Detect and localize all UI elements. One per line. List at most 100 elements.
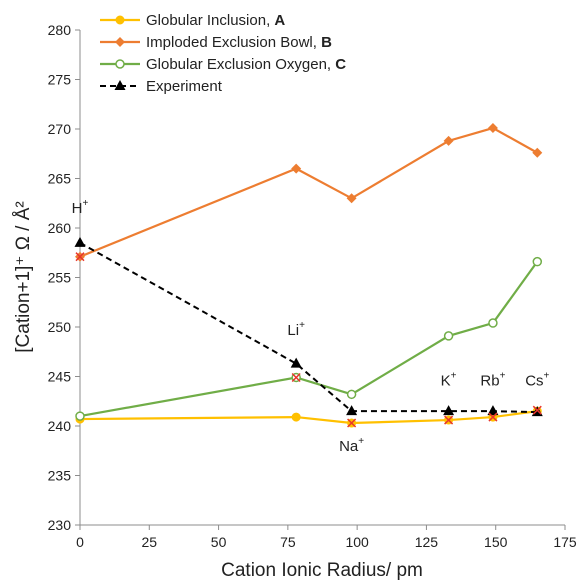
- data-point: [487, 405, 499, 416]
- cross-stroke: [532, 405, 542, 415]
- legend: Globular Inclusion, A Imploded Exclusion …: [100, 12, 346, 95]
- cross-stroke: [291, 372, 301, 383]
- legend-name: Globular Inclusion,: [146, 12, 274, 29]
- x-tick-label: 125: [415, 534, 439, 550]
- ion-symbol: Rb: [480, 372, 499, 389]
- y-tick-label: 265: [48, 171, 72, 187]
- annotation-layer: H+Li+Na+K+ Rb+ Cs+: [72, 198, 550, 455]
- ion-charge: +: [451, 370, 457, 381]
- ion-charge: +: [83, 198, 89, 209]
- ion-label: Rb+: [480, 370, 505, 389]
- x-tick-label: 0: [76, 534, 84, 550]
- data-point: [488, 318, 498, 328]
- legend-label: Globular Exclusion Oxygen, C: [146, 56, 346, 73]
- data-point: [487, 123, 498, 134]
- y-axis-title: [Cation+1]⁺ Ω / Å²: [13, 201, 34, 353]
- series-1: [75, 406, 542, 428]
- ion-charge: +: [500, 370, 506, 381]
- data-point: [346, 389, 357, 400]
- x-tick-label: 75: [280, 534, 296, 550]
- series-3: [75, 256, 543, 421]
- data-point: [290, 357, 302, 368]
- legend-marker: [115, 37, 125, 47]
- data-point: [291, 412, 301, 422]
- cross-markers: [75, 252, 542, 428]
- cross-marker: [291, 372, 301, 383]
- data-point: [75, 411, 85, 421]
- data-point: [443, 331, 454, 341]
- legend-label: Imploded Exclusion Bowl, B: [146, 34, 332, 51]
- legend-marker: [114, 80, 126, 90]
- series-4: [74, 236, 543, 417]
- ion-symbol: K: [441, 372, 451, 389]
- y-tick-label: 245: [48, 369, 72, 385]
- cross-marker: [347, 418, 357, 428]
- data-point: [346, 193, 357, 204]
- x-tick-label: 25: [141, 534, 157, 550]
- series-2: [75, 123, 543, 262]
- data-point: [443, 405, 455, 416]
- cross-stroke: [444, 415, 454, 425]
- axes: 230 235 240 245 250 255 260 265 270 275 280 0 25 50 75…: [48, 22, 577, 550]
- legend-letter: B: [321, 34, 332, 51]
- data-point: [443, 135, 454, 146]
- cross-stroke: [347, 418, 357, 428]
- y-tick-label: 275: [48, 72, 72, 88]
- ion-charge: +: [358, 436, 364, 447]
- legend-label: Globular Inclusion, A: [146, 12, 285, 29]
- data-point: [532, 147, 543, 158]
- y-tick-label: 270: [48, 121, 72, 137]
- ion-label: Li+: [287, 320, 305, 339]
- y-tick-label: 280: [48, 22, 72, 38]
- cross-stroke: [488, 412, 498, 422]
- cross-marker: [532, 405, 542, 415]
- y-tick-label: 260: [48, 220, 72, 236]
- legend-entry-4: Experiment: [100, 78, 223, 95]
- y-tick-label: 240: [48, 418, 72, 434]
- legend-name: Imploded Exclusion Bowl,: [146, 34, 321, 51]
- y-tick-label: 235: [48, 468, 72, 484]
- data-point: [346, 405, 358, 416]
- series-line: [79, 410, 538, 425]
- ion-charge: +: [544, 370, 550, 381]
- ion-symbol: H: [72, 200, 83, 217]
- data-point: [532, 256, 543, 267]
- cross-marker: [75, 252, 85, 262]
- ion-label: H+: [72, 198, 89, 217]
- legend-entry-2: Imploded Exclusion Bowl, B: [100, 34, 332, 51]
- legend-entry-1: Globular Inclusion, A: [100, 12, 285, 29]
- legend-marker: [115, 15, 125, 25]
- cross-stroke: [75, 252, 85, 262]
- ion-label: Cs+: [525, 370, 549, 389]
- legend-name: Experiment: [146, 78, 223, 95]
- ion-label: Na+: [339, 436, 364, 455]
- legend-letter: A: [274, 12, 285, 29]
- legend-marker: [115, 59, 125, 69]
- cross-marker: [488, 412, 498, 422]
- ion-symbol: Li: [287, 322, 299, 339]
- series-line: [79, 261, 539, 418]
- x-tick-label: 150: [484, 534, 508, 550]
- ion-symbol: Cs: [525, 372, 543, 389]
- x-tick-label: 100: [345, 534, 369, 550]
- legend-letter: C: [335, 56, 346, 73]
- x-tick-label: 50: [211, 534, 227, 550]
- legend-label: Experiment: [146, 78, 223, 95]
- ion-symbol: Na: [339, 438, 359, 455]
- ion-label: K+: [441, 370, 457, 389]
- cross-marker: [444, 415, 454, 425]
- x-axis-title: Cation Ionic Radius/ pm: [221, 560, 423, 581]
- ion-charge: +: [299, 320, 305, 331]
- x-tick-label: 175: [553, 534, 577, 550]
- data-point: [291, 163, 302, 174]
- data-point: [74, 236, 86, 247]
- series-layer: [74, 123, 543, 428]
- legend-name: Globular Exclusion Oxygen,: [146, 56, 335, 73]
- series-line: [79, 126, 538, 258]
- legend-entry-3: Globular Exclusion Oxygen, C: [100, 56, 346, 73]
- y-tick-label: 255: [48, 270, 72, 286]
- y-tick-label: 230: [48, 517, 72, 533]
- series-line: [79, 241, 538, 414]
- y-tick-label: 250: [48, 319, 72, 335]
